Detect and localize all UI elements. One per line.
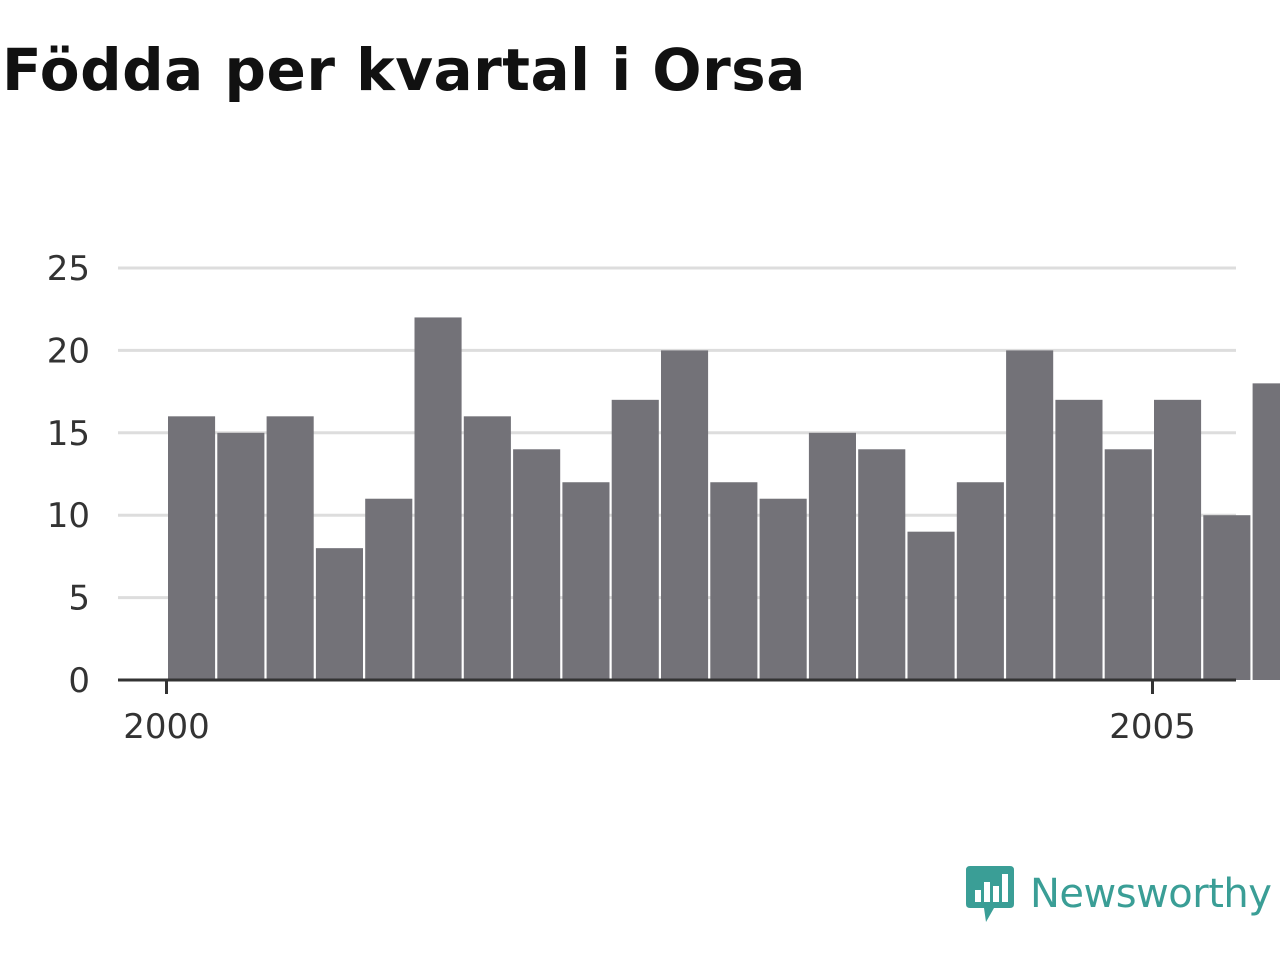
- bar: [1203, 515, 1251, 680]
- bars: [168, 317, 1280, 680]
- bar: [217, 432, 265, 680]
- bar: [710, 482, 758, 680]
- bar: [956, 482, 1004, 680]
- bar: [759, 498, 807, 680]
- bar: [414, 317, 462, 680]
- bar: [1154, 399, 1202, 680]
- x-tick-label: 2000: [123, 707, 210, 747]
- y-tick-label: 10: [47, 496, 90, 536]
- bar: [562, 482, 610, 680]
- bar: [661, 350, 709, 680]
- x-tick-label: 2005: [1109, 707, 1196, 747]
- y-tick-label: 15: [47, 414, 90, 454]
- bar: [463, 416, 511, 680]
- bar: [907, 531, 955, 680]
- chart-title: Födda per kvartal i Orsa: [2, 36, 806, 104]
- bar: [315, 548, 363, 680]
- bar: [1252, 383, 1280, 680]
- bar: [1006, 350, 1054, 680]
- y-tick-labels: 0 5 10 15 20 25: [47, 249, 90, 701]
- bar: [858, 449, 906, 680]
- y-tick-label: 20: [47, 331, 90, 371]
- bar: [611, 399, 659, 680]
- bar: [808, 432, 856, 680]
- bar: [365, 498, 413, 680]
- y-tick-label: 25: [47, 249, 90, 289]
- newsworthy-chat-bars-icon: [966, 866, 1014, 922]
- bar: [168, 416, 216, 680]
- bar: [513, 449, 561, 680]
- x-axis: [118, 678, 1236, 694]
- x-tick-labels: 200020052010201520202025: [123, 707, 1196, 747]
- bar: [1104, 449, 1152, 680]
- brand-name: Newsworthy: [1030, 871, 1272, 917]
- y-tick-label: 0: [68, 661, 90, 701]
- bar: [266, 416, 314, 680]
- newsworthy-logo: Newsworthy: [964, 864, 1272, 924]
- bar: [1055, 399, 1103, 680]
- y-tick-label: 5: [68, 579, 90, 619]
